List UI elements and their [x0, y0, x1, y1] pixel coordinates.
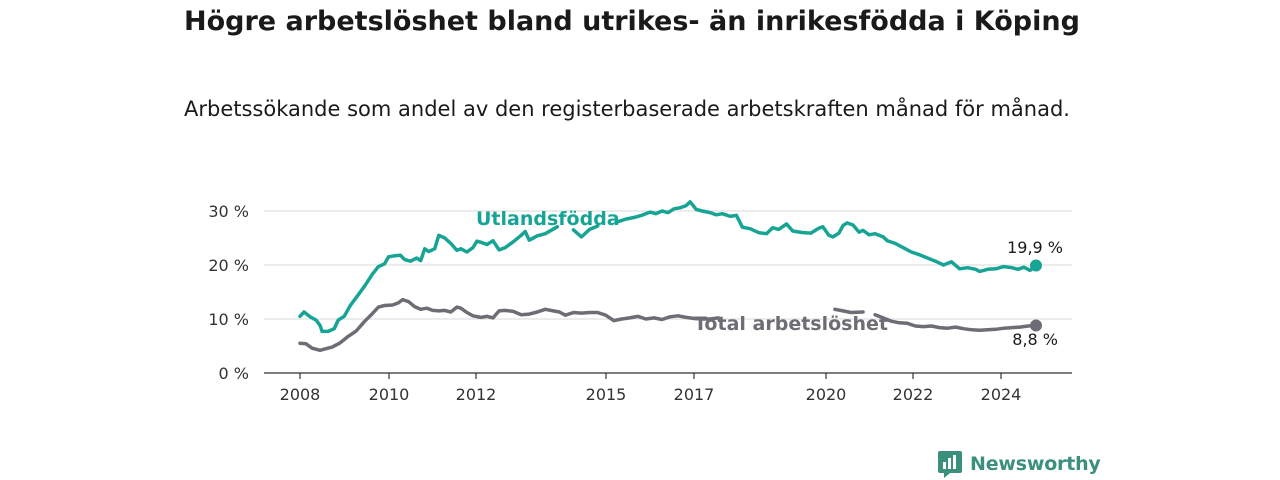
series-line-utlandsfodda	[571, 224, 600, 239]
x-tick-label: 2015	[586, 385, 627, 404]
series-line-total	[873, 312, 1038, 333]
end-value-total: 8,8 %	[1012, 330, 1058, 349]
x-tick-label: 2008	[280, 385, 321, 404]
series-line-total	[298, 297, 721, 353]
newsworthy-logo[interactable]: Newsworthy	[937, 449, 1101, 479]
x-tick-label: 2022	[893, 385, 934, 404]
chart-subtitle: Arbetssökande som andel av den registerb…	[184, 97, 1070, 121]
y-tick-label: 20 %	[208, 256, 249, 275]
series-label-total: Total arbetslöshet	[694, 313, 888, 335]
series-line-utlandsfodda	[298, 224, 560, 334]
y-tick-label: 10 %	[208, 310, 249, 329]
series-labels: Utlandsfödda Total arbetslöshet 19,9 % 8,8 …	[476, 208, 1063, 349]
end-point-total	[1030, 319, 1042, 332]
newsworthy-icon	[938, 451, 962, 478]
end-value-utlandsfodda: 19,9 %	[1007, 238, 1063, 257]
y-tick-label: 0 %	[219, 364, 249, 383]
chart-title: Högre arbetslöshet bland utrikes- än inr…	[184, 6, 1080, 37]
x-tick-label: 2024	[981, 385, 1022, 404]
series-label-utlandsfodda: Utlandsfödda	[476, 208, 620, 230]
x-tick-label: 2017	[674, 385, 715, 404]
series-line-utlandsfodda	[615, 200, 1038, 274]
x-tick-label: 2010	[369, 385, 410, 404]
x-axis-ticks: 2008 2010 2012 2015 2017 2020 2022 2024	[280, 373, 1022, 404]
y-axis-ticks: 0 % 10 % 20 % 30 %	[208, 202, 249, 383]
brand-name: Newsworthy	[970, 453, 1101, 475]
x-tick-label: 2012	[456, 385, 497, 404]
gridlines	[264, 210, 1072, 374]
series-line-total	[833, 307, 865, 315]
y-tick-label: 30 %	[208, 202, 249, 221]
end-point-utlandsfodda	[1030, 259, 1042, 272]
x-tick-label: 2020	[806, 385, 847, 404]
series-lines	[298, 200, 1042, 353]
